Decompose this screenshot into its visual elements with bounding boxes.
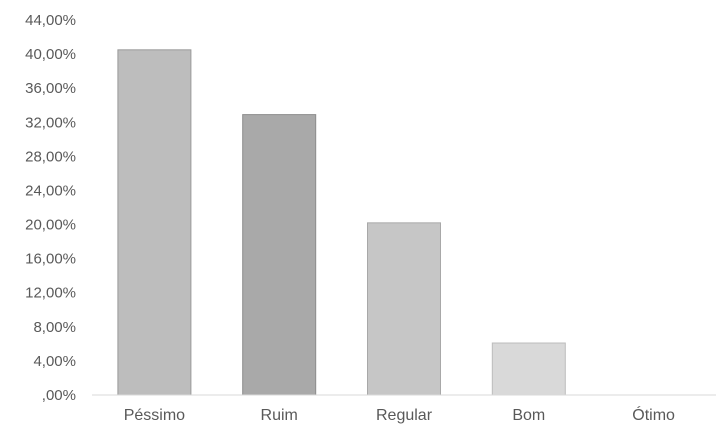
- y-tick-label: 4,00%: [33, 353, 76, 370]
- y-tick-label: ,00%: [42, 387, 76, 404]
- y-tick-label: 24,00%: [25, 182, 76, 199]
- y-tick-label: 20,00%: [25, 217, 76, 234]
- y-tick-label: 32,00%: [25, 114, 76, 131]
- y-tick-label: 8,00%: [33, 319, 76, 336]
- x-tick-label: Regular: [376, 407, 433, 424]
- x-axis: Péssimo Ruim Regular Bom Ótimo: [124, 405, 675, 424]
- bar-2: [242, 114, 317, 396]
- x-tick-label: Ruim: [261, 407, 298, 424]
- bar-1: [117, 49, 192, 396]
- y-tick-label: 40,00%: [25, 46, 76, 63]
- bar-3: [367, 222, 441, 396]
- bar-4: [491, 342, 566, 396]
- y-tick-label: 16,00%: [25, 251, 76, 268]
- y-axis: ,00% 4,00% 8,00% 12,00% 16,00% 20,00% 24,00% 28…: [25, 12, 76, 404]
- x-tick-label: Ótimo: [632, 405, 675, 424]
- y-tick-label: 36,00%: [25, 80, 76, 97]
- y-tick-label: 12,00%: [25, 285, 76, 302]
- x-tick-label: Bom: [512, 407, 545, 424]
- y-tick-label: 28,00%: [25, 148, 76, 165]
- y-tick-label: 44,00%: [25, 12, 76, 29]
- x-tick-label: Péssimo: [124, 407, 185, 424]
- bars: [117, 49, 566, 396]
